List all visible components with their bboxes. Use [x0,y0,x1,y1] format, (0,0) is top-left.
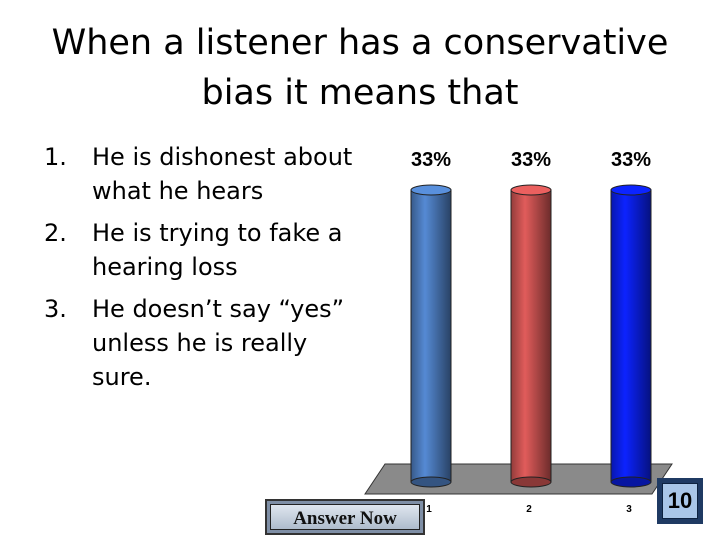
countdown-counter: 10 [657,478,703,524]
answer-options-list: 1. He is dishonest about what he hears 2… [44,140,364,402]
option-number: 1. [44,143,67,171]
answer-now-button[interactable]: Answer Now [265,499,425,535]
bar-top-cap [610,184,652,196]
option-number: 3. [44,295,67,323]
bar-option-2 [510,189,552,483]
countdown-value: 10 [662,483,698,519]
bar-base-cap [610,476,652,488]
option-text: He doesn’t say “yes” unless he is really… [92,295,345,391]
category-tick-label: 1 [426,504,432,515]
bar-value-label: 33% [411,149,451,171]
answer-option-1: 1. He is dishonest about what he hears [44,140,364,208]
slide-title: When a listener has a conservative bias … [51,23,669,113]
option-number: 2. [44,219,67,247]
category-tick-label: 3 [626,504,632,515]
bar-base-cap [510,476,552,488]
option-text: He is trying to fake a hearing loss [92,219,343,281]
answer-option-2: 2. He is trying to fake a hearing loss [44,216,364,284]
bar-option-3 [610,189,652,483]
option-text: He is dishonest about what he hears [92,143,353,205]
answer-now-label: Answer Now [270,504,420,530]
bar-top-cap [410,184,452,196]
answer-option-3: 3. He doesn’t say “yes” unless he is rea… [44,292,364,394]
bar-option-1 [410,189,452,483]
bar-top-cap [510,184,552,196]
category-tick-label: 2 [526,504,532,515]
bar-base-cap [410,476,452,488]
bar-value-label: 33% [511,149,551,171]
bar-value-label: 33% [611,149,651,171]
